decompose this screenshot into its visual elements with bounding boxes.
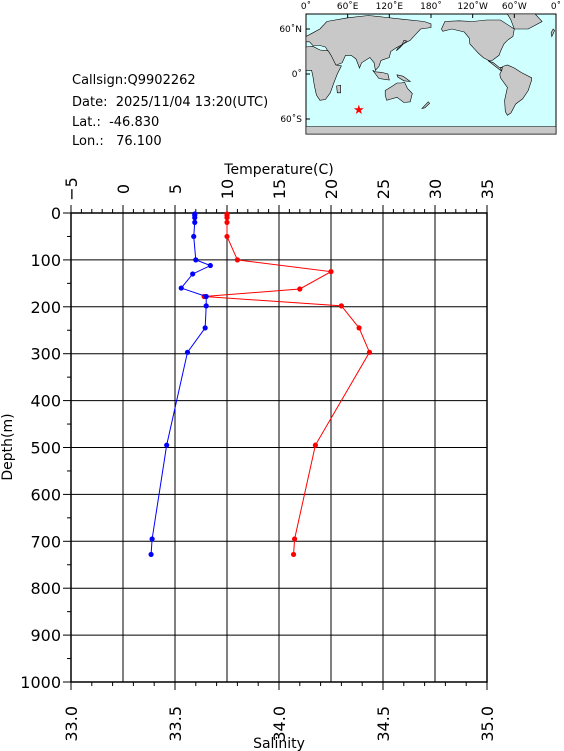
depth-tick-label: 200	[30, 298, 61, 317]
temperature-data-point	[312, 442, 318, 448]
salinity-data-point	[192, 215, 198, 221]
temperature-tick-labels: −5 0 5 10 15 20 25 30 35	[62, 177, 497, 201]
salinity-data-point	[178, 285, 184, 291]
depth-tick-label: 0	[51, 204, 61, 223]
temperature-data-point	[224, 215, 230, 221]
temperature-tick-label: 30	[426, 179, 445, 199]
map-longitude-label: 60˚E	[337, 1, 359, 12]
salinity-tick-label: 33.5	[166, 706, 185, 742]
salinity-tick-label: 35.0	[478, 706, 497, 742]
info-lon: Lon.: 76.100	[72, 134, 162, 149]
red-star-icon: ★	[353, 103, 365, 118]
temperature-tick-label: −5	[62, 177, 81, 201]
land-japan	[396, 39, 408, 52]
temperature-data-point	[224, 219, 230, 225]
info-date: Date: 2025/11/04 13:20(UTC)	[72, 95, 269, 110]
temperature-tick-label: 15	[270, 179, 289, 199]
land-africa	[305, 45, 342, 101]
salinity-tick-label: 34.5	[374, 706, 393, 742]
salinity-data-point	[164, 442, 170, 448]
temperature-tick-label: 20	[322, 179, 341, 199]
temperature-axis-label: Temperature(C)	[223, 162, 333, 178]
map-longitude-label: 180˚	[420, 1, 442, 12]
salinity-data-point	[203, 303, 209, 309]
minor-ticks	[63, 205, 488, 690]
map-longitude-labels: 0˚ 60˚E 120˚E 180˚ 120˚W 60˚W 0˚	[301, 1, 561, 12]
land-new-zealand	[421, 101, 431, 110]
temperature-tick-label: 0	[114, 184, 133, 194]
temperature-data-point	[224, 233, 230, 240]
depth-tick-label: 500	[30, 439, 61, 458]
land-britain	[550, 28, 555, 38]
salinity-axis-label: Salinity	[253, 736, 305, 751]
salinity-tick-labels: 33.0 33.5 34.0 34.5 35.0	[62, 706, 497, 742]
salinity-data-point	[192, 219, 198, 225]
salinity-data-point	[203, 293, 209, 300]
temperature-tick-label: 25	[374, 179, 393, 199]
map-latitude-labels: 60˚N 0˚ 60˚S	[279, 24, 302, 125]
salinity-tick-label: 33.0	[62, 706, 81, 742]
salinity-data-point	[207, 262, 213, 269]
profile-plot: −5 0 5 10 15 20 25 30 35 33.0 33.5 34.0 34.5 35.0 01…	[0, 162, 497, 751]
land-antarctica	[305, 126, 557, 135]
series-layer	[148, 211, 373, 558]
map-latitude-label: 60˚S	[280, 114, 302, 125]
location-map: 0˚ 60˚E 120˚E 180˚ 120˚W 60˚W 0˚ 60˚N 0˚ 60˚S ★	[279, 1, 561, 135]
temperature-data-point	[292, 536, 298, 542]
salinity-tick-label: 34.0	[270, 706, 289, 742]
temperature-data-point	[366, 349, 373, 355]
map-land	[305, 13, 557, 135]
land-south-america	[499, 64, 533, 116]
depth-tick-label: 100	[30, 251, 61, 270]
depth-axis-label: Depth(m)	[0, 413, 16, 480]
info-lat: Lat.: -46.830	[72, 115, 160, 130]
land-greenland	[506, 13, 543, 30]
temperature-data-point	[297, 286, 303, 292]
depth-tick-label: 1000	[20, 673, 61, 692]
temperature-data-point	[290, 551, 297, 558]
salinity-data-point	[148, 551, 154, 558]
map-longitude-label: 60˚W	[502, 1, 527, 12]
land-australia	[384, 81, 413, 103]
temperature-tick-label: 35	[478, 179, 497, 199]
salinity-data-point	[191, 233, 197, 240]
land-madagascar	[336, 84, 342, 94]
map-longitude-label: 0˚	[301, 1, 311, 12]
salinity-data-point	[193, 257, 199, 263]
temperature-data-point	[356, 325, 362, 331]
temperature-data-point	[338, 303, 344, 309]
salinity-data-point	[184, 349, 191, 355]
depth-tick-label: 700	[30, 532, 61, 551]
depth-tick-label: 300	[30, 345, 61, 364]
depth-tick-labels: 0 100 200 300 400 500 600 700 800 900 1000	[20, 204, 61, 692]
temperature-data-point	[234, 257, 240, 263]
land-new-guinea	[396, 74, 412, 82]
plot-grid	[71, 213, 487, 682]
info-callsign: Callsign:Q9902262	[72, 73, 196, 88]
land-indonesia	[372, 70, 390, 81]
depth-tick-label: 600	[30, 485, 61, 504]
salinity-data-point	[149, 536, 155, 542]
map-longitude-label: 120˚E	[376, 1, 404, 12]
map-ticks	[305, 14, 557, 120]
map-latitude-label: 0˚	[292, 69, 302, 80]
temperature-tick-label: 5	[166, 184, 185, 194]
temperature-data-point	[328, 269, 334, 275]
depth-tick-label: 900	[30, 626, 61, 645]
map-longitude-label: 120˚W	[457, 1, 488, 12]
temperature-tick-label: 10	[218, 179, 237, 199]
depth-tick-label: 400	[30, 392, 61, 411]
salinity-data-point	[202, 325, 208, 331]
map-longitude-label: 0˚	[551, 1, 561, 12]
depth-tick-label: 800	[30, 579, 61, 598]
land-north-america	[441, 19, 515, 61]
map-latitude-label: 60˚N	[279, 24, 302, 35]
salinity-data-point	[190, 271, 196, 277]
